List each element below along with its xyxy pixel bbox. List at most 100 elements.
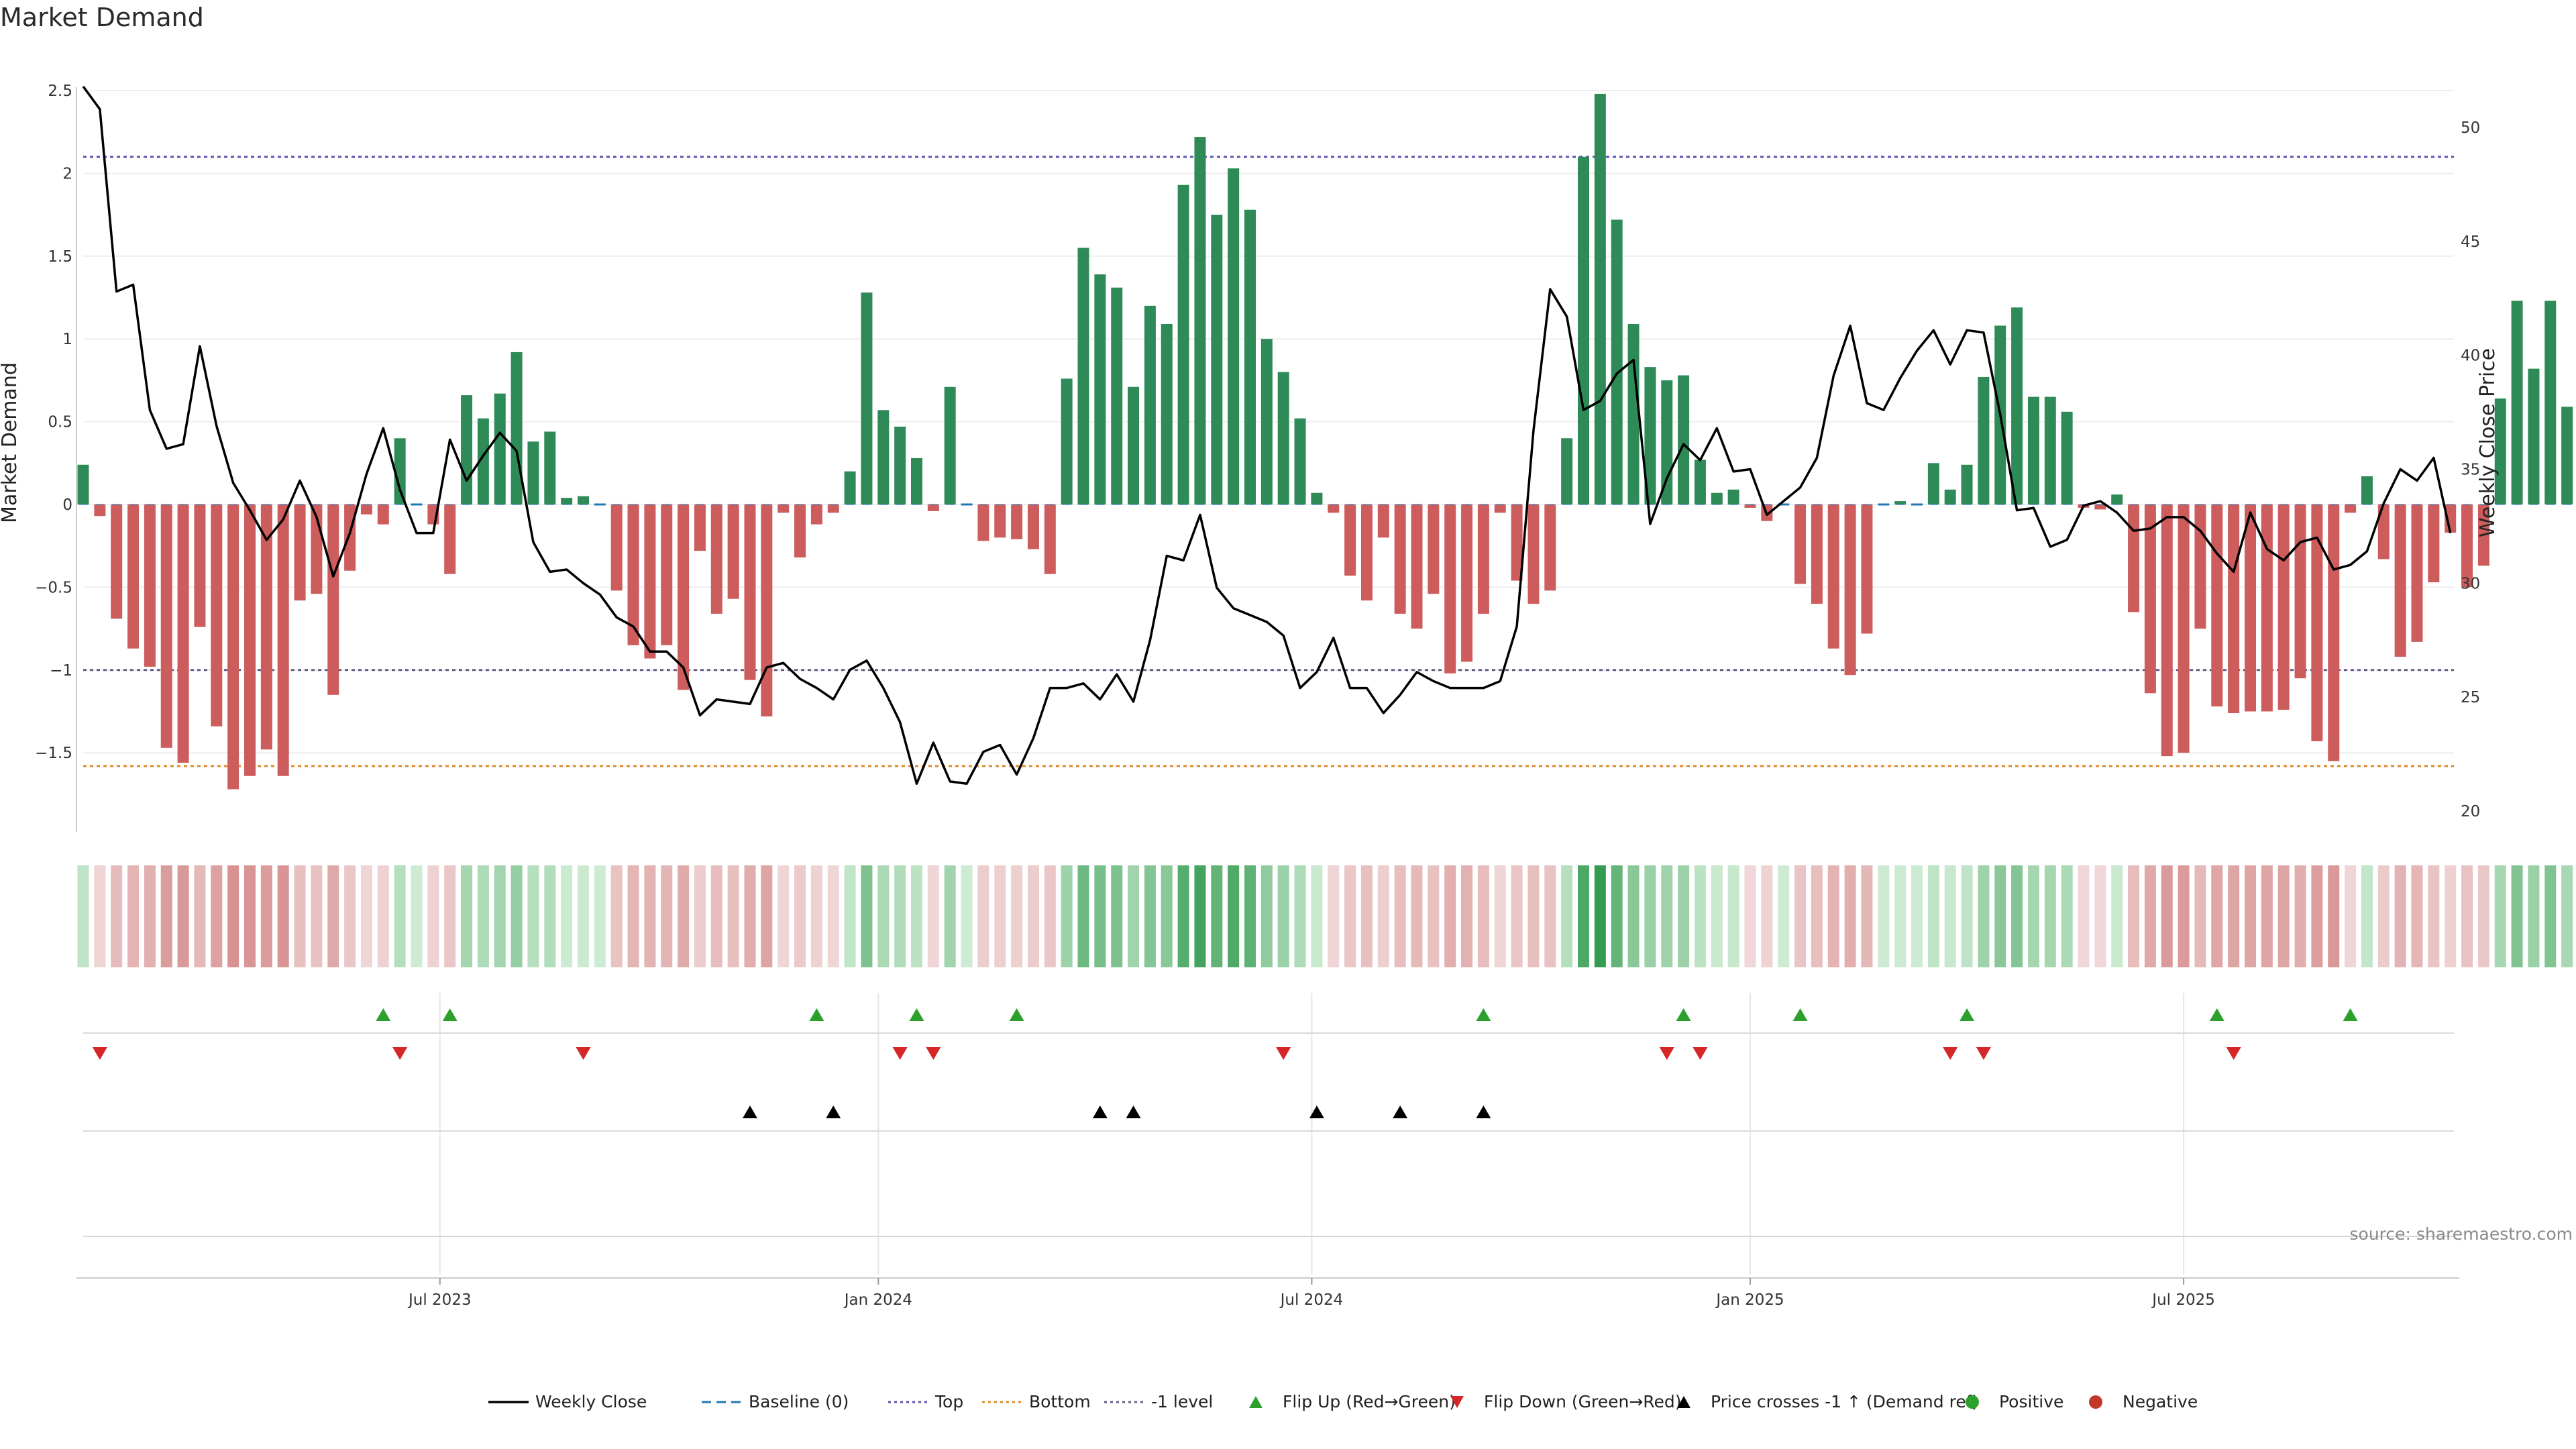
bar-negative (1377, 504, 1389, 538)
chart-title: Market Demand (0, 3, 204, 32)
bar-positive (77, 464, 89, 504)
heat-cell (327, 865, 339, 967)
heat-cell (678, 865, 690, 967)
heat-cell (377, 865, 389, 967)
heat-cell (2461, 865, 2473, 967)
heat-cell (1678, 865, 1690, 967)
heat-cell (1128, 865, 1140, 967)
heat-cell (1228, 865, 1240, 967)
flip-down-marker (1943, 1047, 1958, 1060)
bar-positive (1128, 386, 1140, 504)
bar-positive (1594, 93, 1606, 504)
heat-cell (2178, 865, 2190, 967)
heat-cell (1494, 865, 1506, 967)
y-tick-label: 0 (62, 496, 72, 514)
bar-positive (461, 395, 473, 504)
heat-cell (311, 865, 323, 967)
heat-cell (2345, 865, 2357, 967)
bar-positive (1111, 287, 1123, 504)
heat-cell (2377, 865, 2390, 967)
bar-negative (277, 504, 289, 776)
reference-lines (83, 156, 2454, 767)
heat-cell (2277, 865, 2290, 967)
bar-negative (177, 504, 189, 763)
heat-cell (2144, 865, 2156, 967)
y-tick-label: 1 (62, 331, 72, 348)
heat-cell (2061, 865, 2073, 967)
heat-cell (710, 865, 722, 967)
flip-down-marker (392, 1047, 408, 1060)
bar-negative (377, 504, 389, 525)
bar-negative (1511, 504, 1523, 581)
bar-positive (2011, 307, 2023, 504)
price-cross-marker (1092, 1106, 1108, 1118)
heat-cell (1727, 865, 1739, 967)
bar-negative (1461, 504, 1473, 662)
heat-cell (1861, 865, 1873, 967)
heat-cell (1061, 865, 1073, 967)
heat-cell (1177, 865, 1189, 967)
bar-negative (2394, 504, 2406, 657)
bar-negative (1011, 504, 1023, 539)
demand-bars (77, 93, 2573, 790)
heat-cell (2261, 865, 2273, 967)
heat-cell (1328, 865, 1340, 967)
heat-cell (194, 865, 206, 967)
bar-negative (1794, 504, 1807, 584)
heat-cell (610, 865, 623, 967)
bar-positive (1061, 378, 1073, 504)
bar-negative (627, 504, 639, 645)
bar-negative (2277, 504, 2290, 710)
heat-cell (877, 865, 890, 967)
bar-negative (244, 504, 256, 776)
y2-tick-label: 45 (2461, 233, 2480, 251)
heat-cell (2544, 865, 2557, 967)
heat-cell (1344, 865, 1356, 967)
bar-positive (877, 410, 890, 504)
bar-positive (944, 386, 956, 504)
flip-down-marker (1976, 1047, 1991, 1060)
bar-positive (1077, 248, 1089, 504)
bar-negative (2345, 504, 2357, 513)
y2-tick-label: 40 (2461, 347, 2480, 365)
bar-negative (444, 504, 456, 574)
source-label: source: sharemaestro.com (2350, 1224, 2573, 1244)
bar-negative (160, 504, 172, 748)
heat-cell (360, 865, 372, 967)
heat-cell (1694, 865, 1706, 967)
x-tick-label: Jan 2025 (1715, 1291, 1784, 1309)
x-tick-label: Jul 2023 (407, 1291, 472, 1309)
bar-negative (794, 504, 806, 557)
legend-swatch-circle (1966, 1395, 1979, 1409)
bar-positive (861, 292, 873, 504)
heat-cell (1894, 865, 1907, 967)
heat-cell (2211, 865, 2223, 967)
y-tick-label: 1.5 (48, 248, 72, 266)
flip-up-marker (1960, 1008, 1975, 1021)
bar-negative (144, 504, 156, 667)
legend-label: Price crosses -1 ↑ (Demand ref) (1711, 1392, 1978, 1411)
bar-negative (1844, 504, 1856, 676)
price-cross-marker (1476, 1106, 1491, 1118)
bar-negative (360, 504, 372, 515)
heat-cell (2194, 865, 2206, 967)
x-axis: Jul 2023 Jan 2024 Jul 2024 Jan 2025 Jul 2025 (76, 1277, 2459, 1309)
heat-cell (1094, 865, 1106, 967)
flip-up-marker (442, 1008, 458, 1021)
bar-negative (644, 504, 656, 659)
heat-cell (1311, 865, 1323, 967)
bar-positive (1294, 418, 1306, 504)
heat-cell (1844, 865, 1856, 967)
flip-down-marker (576, 1047, 591, 1060)
flip-up-marker (1009, 1008, 1024, 1021)
bar-positive (2494, 398, 2506, 504)
heat-cell (2011, 865, 2023, 967)
heat-cell (777, 865, 790, 967)
bar-positive (2528, 368, 2540, 504)
bar-positive (1161, 323, 1173, 504)
bar-positive (2044, 396, 2056, 504)
bar-negative (2161, 504, 2173, 757)
bar-negative (1544, 504, 1556, 591)
heat-cell (2294, 865, 2306, 967)
